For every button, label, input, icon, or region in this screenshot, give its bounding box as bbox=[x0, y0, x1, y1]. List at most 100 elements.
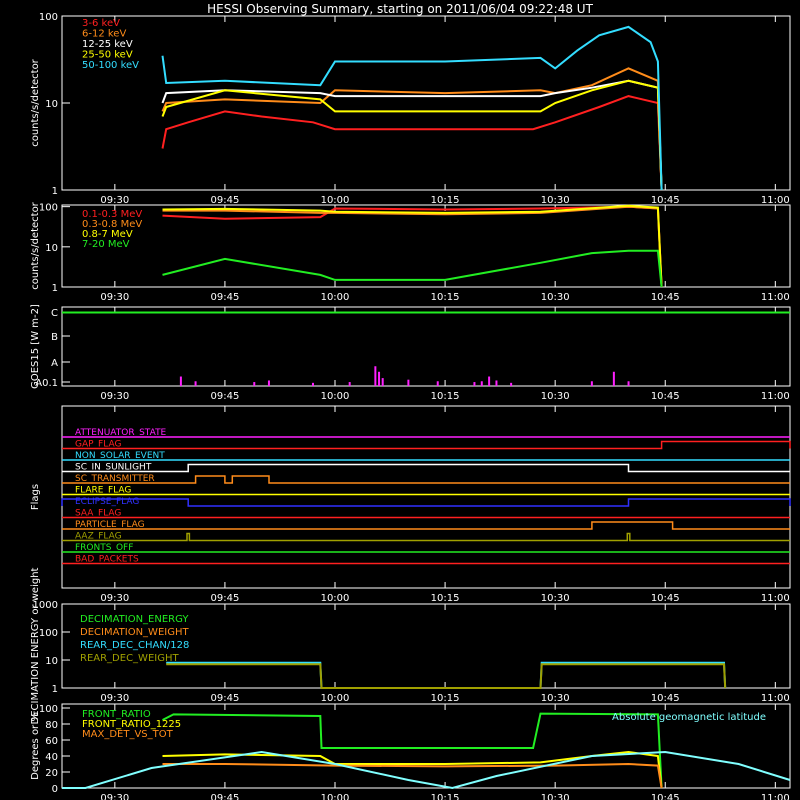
x-tick-label: 09:45 bbox=[211, 292, 240, 303]
panel-2-frame bbox=[61, 204, 791, 288]
y-tick-label: A0.1 bbox=[35, 378, 58, 389]
y-tick-label: 1 bbox=[52, 186, 58, 197]
series-line-REAR_DEC_WEIGHT bbox=[166, 663, 727, 689]
y-tick-label: 60 bbox=[45, 736, 58, 747]
x-tick-label: 09:30 bbox=[100, 793, 129, 800]
x-tick-label: 10:15 bbox=[431, 292, 460, 303]
x-tick-label: 09:30 bbox=[100, 593, 129, 604]
x-tick-label: 10:45 bbox=[651, 391, 680, 402]
x-tick-label: 10:15 bbox=[431, 391, 460, 402]
y-tick-label: 100 bbox=[39, 203, 58, 214]
y-axis-label: GOES15 [W m-2] bbox=[30, 304, 41, 389]
flag-label: BAD_PACKETS bbox=[75, 555, 139, 565]
flag-line-sc_transmitter bbox=[62, 475, 790, 484]
x-tick-label: 10:45 bbox=[651, 693, 680, 704]
flag-line-eclipse_flag bbox=[61, 498, 791, 507]
series-line-50-100 keV bbox=[161, 25, 663, 191]
plot-title: HESSI Observing Summary, starting on 201… bbox=[207, 2, 593, 16]
x-tick-label: 11:00 bbox=[761, 793, 790, 800]
x-tick-label: 10:30 bbox=[541, 593, 570, 604]
legend-entry: FRONT_RATIO bbox=[82, 709, 151, 720]
x-tick-label: 10:45 bbox=[651, 292, 680, 303]
panel-1: 09:30 09:45 10:00 10:15 10:30 10:45 11:00 count… bbox=[30, 12, 791, 206]
y-tick-label: 1000 bbox=[33, 600, 58, 611]
legend-entry: 7-20 MeV bbox=[82, 239, 130, 250]
y-tick-label: B bbox=[51, 332, 58, 343]
panel-6: 09:30 09:45 10:00 10:15 10:30 10:45 11:00 Degre… bbox=[30, 703, 791, 800]
y-axis-label: DECIMATION ENERGY or weight bbox=[30, 567, 41, 724]
x-tick-label: 09:30 bbox=[100, 391, 129, 402]
x-tick-label: 10:15 bbox=[431, 693, 460, 704]
legend-entry: 50-100 keV bbox=[82, 60, 139, 71]
x-tick-label: 10:45 bbox=[651, 793, 680, 800]
flag-label: SC_IN_SUNLIGHT bbox=[75, 463, 152, 473]
y-tick-label: A bbox=[51, 358, 58, 369]
legend-entry: 6-12 keV bbox=[82, 29, 126, 40]
x-tick-label: 09:30 bbox=[100, 195, 129, 206]
flag-label: NON_SOLAR_EVENT bbox=[75, 451, 165, 461]
y-axis-label: counts/s/detector bbox=[30, 201, 41, 289]
series-line-MAX_DET_VS_TOT bbox=[162, 762, 663, 789]
panel-2: 09:30 09:45 10:00 10:15 10:30 10:45 11:00 count… bbox=[30, 201, 791, 303]
legend-entry: DECIMATION_ENERGY bbox=[80, 614, 189, 625]
x-tick-label: 09:30 bbox=[100, 693, 129, 704]
flag-line-sc_in_sunlight bbox=[62, 463, 790, 473]
flag-label: GAP_FLAG bbox=[75, 440, 121, 450]
x-tick-label: 10:00 bbox=[321, 693, 350, 704]
y-tick-label: C bbox=[51, 308, 58, 319]
x-tick-label: 10:30 bbox=[541, 793, 570, 800]
flag-label: PARTICLE_FLAG bbox=[75, 520, 145, 530]
flag-line-aaz_flag bbox=[62, 532, 790, 542]
x-tick-label: 10:00 bbox=[321, 593, 350, 604]
flag-label: ECLIPSE_FLAG bbox=[75, 497, 139, 507]
x-tick-label: 10:15 bbox=[431, 195, 460, 206]
y-axis-label: counts/s/detector bbox=[30, 58, 41, 146]
x-tick-label: 09:45 bbox=[211, 793, 240, 800]
x-tick-label: 10:30 bbox=[541, 195, 570, 206]
flag-label: SC_TRANSMITTER bbox=[75, 474, 155, 484]
geomagnetic-latitude-annotation: Absolute geomagnetic latitude bbox=[612, 712, 766, 723]
y-tick-label: 10 bbox=[45, 99, 58, 110]
legend-entry: 3-6 keV bbox=[82, 18, 120, 29]
y-tick-label: 40 bbox=[45, 752, 58, 763]
flag-line-gap_flag bbox=[62, 440, 791, 450]
x-tick-label: 09:30 bbox=[100, 292, 129, 303]
flag-line-particle_flag bbox=[62, 521, 790, 530]
x-tick-label: 10:00 bbox=[321, 292, 350, 303]
legend-entry: FRONT_RATIO_1225 bbox=[82, 719, 181, 730]
series-line-0.8-7 MeV bbox=[162, 204, 663, 288]
x-tick-label: 10:30 bbox=[541, 693, 570, 704]
legend-entry: 0.3-0.8 MeV bbox=[82, 219, 142, 230]
panel-4-frame bbox=[61, 405, 791, 589]
x-tick-label: 11:00 bbox=[761, 593, 790, 604]
legend-entry: REAR_DEC_CHAN/128 bbox=[80, 640, 189, 651]
x-tick-label: 10:00 bbox=[321, 195, 350, 206]
x-tick-label: 11:00 bbox=[761, 292, 790, 303]
y-tick-label: 80 bbox=[45, 720, 58, 731]
x-tick-label: 09:45 bbox=[211, 195, 240, 206]
y-tick-label: 20 bbox=[45, 768, 58, 779]
flag-label: SAA_FLAG bbox=[75, 509, 121, 519]
x-tick-label: 10:45 bbox=[651, 593, 680, 604]
y-tick-label: 1 bbox=[52, 283, 58, 294]
y-tick-label: 100 bbox=[39, 704, 58, 715]
legend-entry: MAX_DET_VS_TOT bbox=[82, 729, 174, 740]
x-tick-label: 10:30 bbox=[541, 292, 570, 303]
y-tick-label: 10 bbox=[45, 656, 58, 667]
legend-entry: DECIMATION_WEIGHT bbox=[80, 627, 189, 638]
panel-5: 09:30 09:45 10:00 10:15 10:30 10:45 11:00 DECIM… bbox=[30, 567, 791, 724]
y-tick-label: 10 bbox=[45, 243, 58, 254]
x-tick-label: 11:00 bbox=[761, 195, 790, 206]
series-line-7-20 MeV bbox=[162, 249, 663, 288]
panels: 09:30 09:45 10:00 10:15 10:30 10:45 11:00 count… bbox=[30, 12, 791, 800]
x-tick-label: 09:45 bbox=[211, 693, 240, 704]
y-tick-label: 100 bbox=[39, 628, 58, 639]
x-tick-label: 11:00 bbox=[761, 391, 790, 402]
flag-label: AAZ_FLAG bbox=[75, 532, 122, 542]
y-tick-label: 1 bbox=[52, 684, 58, 695]
x-tick-label: 10:45 bbox=[651, 195, 680, 206]
panel-6-frame bbox=[61, 703, 791, 789]
x-tick-label: 10:15 bbox=[431, 793, 460, 800]
